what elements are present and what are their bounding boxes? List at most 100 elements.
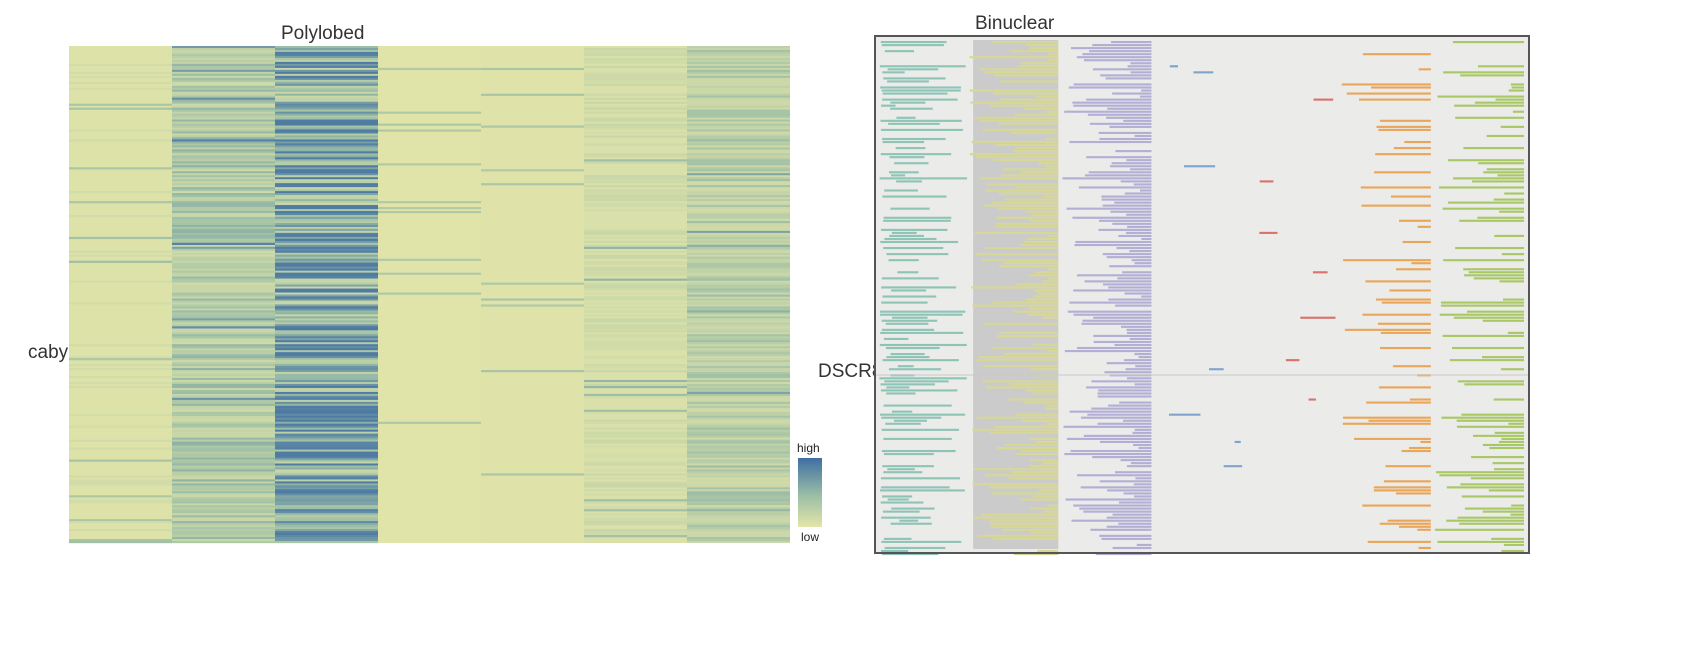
binuclear-bar bbox=[1380, 119, 1431, 122]
binuclear-bar bbox=[1068, 86, 1152, 89]
heatmap-cell bbox=[687, 145, 790, 148]
binuclear-bar bbox=[1022, 419, 1059, 422]
heatmap-cell bbox=[172, 511, 275, 514]
heatmap-cell bbox=[687, 246, 790, 249]
binuclear-bar bbox=[1064, 110, 1152, 113]
heatmap-cell bbox=[687, 509, 790, 512]
binuclear-bar bbox=[1467, 310, 1524, 313]
binuclear-bar bbox=[1029, 437, 1059, 440]
heatmap-cell bbox=[687, 240, 790, 244]
heatmap-cell bbox=[69, 139, 172, 142]
heatmap-cell bbox=[275, 338, 378, 341]
binuclear-bar bbox=[1395, 492, 1431, 495]
heatmap-cell bbox=[275, 220, 378, 224]
heatmap-cell bbox=[584, 336, 687, 339]
binuclear-bar bbox=[1510, 513, 1524, 516]
heatmap-cell bbox=[687, 475, 790, 478]
binuclear-bar bbox=[1083, 59, 1152, 62]
binuclear-bar bbox=[1380, 346, 1431, 350]
heatmap-cell bbox=[172, 304, 275, 307]
heatmap-cell bbox=[275, 467, 378, 470]
heatmap-cell bbox=[687, 350, 790, 353]
heatmap-cell bbox=[584, 191, 687, 194]
heatmap-cell bbox=[687, 463, 790, 466]
binuclear-bar bbox=[881, 286, 957, 289]
heatmap-cell bbox=[172, 310, 275, 313]
heatmap-cell bbox=[687, 372, 790, 375]
binuclear-bar bbox=[1126, 331, 1152, 334]
heatmap-cell bbox=[687, 264, 790, 267]
binuclear-bar bbox=[992, 492, 1059, 495]
binuclear-bar bbox=[882, 98, 958, 101]
binuclear-bar bbox=[1091, 407, 1152, 410]
heatmap-cell bbox=[275, 477, 378, 480]
binuclear-bar bbox=[879, 413, 966, 416]
binuclear-bar bbox=[977, 534, 1059, 537]
heatmap-cell bbox=[172, 71, 275, 75]
heatmap-cell bbox=[687, 342, 790, 345]
binuclear-bar bbox=[1360, 186, 1431, 189]
heatmap-cell bbox=[584, 455, 687, 458]
heatmap-cell bbox=[172, 95, 275, 98]
binuclear-bar bbox=[886, 392, 916, 395]
binuclear-bar bbox=[1077, 474, 1152, 477]
heatmap-cell bbox=[687, 59, 790, 63]
heatmap-cell bbox=[584, 59, 687, 63]
binuclear-bar bbox=[1133, 483, 1152, 486]
heatmap-cell bbox=[687, 129, 790, 132]
binuclear-bar bbox=[884, 50, 914, 53]
binuclear-bar bbox=[1047, 504, 1059, 507]
heatmap-cell bbox=[275, 314, 378, 317]
heatmap-cell bbox=[687, 352, 790, 355]
binuclear-bar bbox=[1449, 359, 1524, 362]
heatmap-cell bbox=[687, 328, 790, 331]
heatmap-cell bbox=[584, 119, 687, 122]
heatmap-cell bbox=[584, 286, 687, 289]
heatmap-cell bbox=[687, 224, 790, 228]
heatmap-cell bbox=[69, 519, 172, 522]
heatmap-cell bbox=[172, 165, 275, 168]
heatmap-cell bbox=[687, 230, 790, 234]
binuclear-bar bbox=[1077, 274, 1152, 277]
binuclear-bar bbox=[1048, 234, 1059, 238]
binuclear-bar bbox=[1046, 110, 1059, 113]
heatmap-cell bbox=[172, 383, 275, 387]
binuclear-bar bbox=[1099, 440, 1152, 444]
heatmap-cell bbox=[275, 531, 378, 534]
binuclear-bar bbox=[1361, 204, 1431, 207]
heatmap-cell bbox=[275, 125, 378, 128]
heatmap-cell bbox=[69, 385, 172, 389]
heatmap-cell bbox=[687, 294, 790, 297]
heatmap-cell bbox=[275, 173, 378, 176]
heatmap-cell bbox=[275, 316, 378, 319]
binuclear-bar bbox=[1371, 86, 1431, 89]
binuclear-bar bbox=[882, 140, 925, 144]
heatmap-cell bbox=[275, 175, 378, 178]
heatmap-cell bbox=[584, 445, 687, 448]
heatmap-cell bbox=[275, 405, 378, 409]
binuclear-bar bbox=[1063, 425, 1152, 428]
heatmap-cell bbox=[275, 304, 378, 307]
heatmap-cell bbox=[687, 437, 790, 440]
heatmap-cell bbox=[584, 435, 687, 438]
heatmap-cell bbox=[687, 495, 790, 498]
heatmap-cell bbox=[687, 497, 790, 500]
binuclear-bar bbox=[1434, 528, 1524, 531]
heatmap-cell bbox=[275, 226, 378, 230]
binuclear-bar bbox=[1105, 77, 1152, 80]
heatmap-cell bbox=[687, 218, 790, 222]
binuclear-bar bbox=[885, 322, 929, 325]
heatmap-cell bbox=[275, 505, 378, 508]
heatmap-cell bbox=[172, 67, 275, 71]
heatmap-cell bbox=[687, 429, 790, 432]
heatmap-cell bbox=[69, 254, 172, 257]
binuclear-bar bbox=[883, 537, 912, 540]
heatmap-cell bbox=[687, 284, 790, 287]
heatmap-cell bbox=[275, 75, 378, 79]
binuclear-bar bbox=[1108, 404, 1152, 407]
binuclear-bar bbox=[1044, 404, 1059, 407]
heatmap-cell bbox=[275, 248, 378, 251]
heatmap-cell bbox=[275, 212, 378, 216]
heatmap-cell bbox=[584, 533, 687, 536]
binuclear-bar bbox=[975, 253, 1059, 256]
